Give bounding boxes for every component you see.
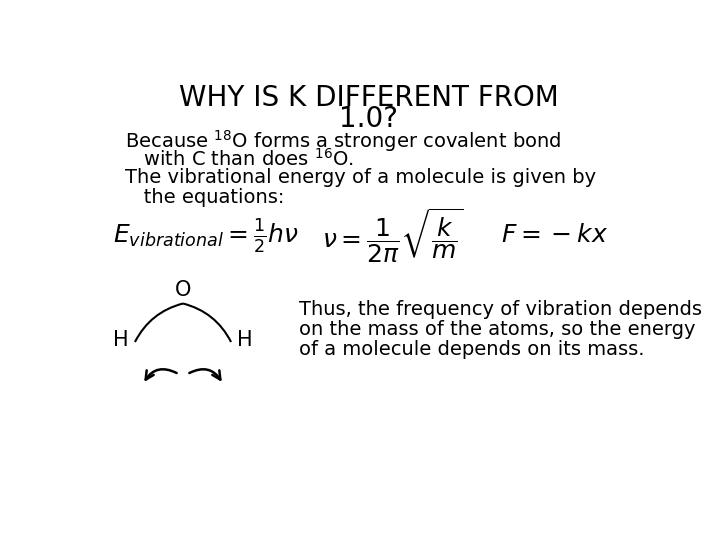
Text: 1.0?: 1.0? xyxy=(340,105,398,133)
Text: O: O xyxy=(175,280,192,300)
Text: on the mass of the atoms, so the energy: on the mass of the atoms, so the energy xyxy=(300,320,696,339)
Text: WHY IS K DIFFERENT FROM: WHY IS K DIFFERENT FROM xyxy=(179,84,559,112)
Text: $\nu = \dfrac{1}{2\pi}\sqrt{\dfrac{k}{m}}$: $\nu = \dfrac{1}{2\pi}\sqrt{\dfrac{k}{m}… xyxy=(323,206,464,265)
Text: $F = -kx$: $F = -kx$ xyxy=(500,224,608,247)
Text: H: H xyxy=(113,330,129,350)
Text: H: H xyxy=(238,330,253,350)
Text: with C than does $^{16}$O.: with C than does $^{16}$O. xyxy=(125,148,354,170)
Text: Because $^{18}$O forms a stronger covalent bond: Because $^{18}$O forms a stronger covale… xyxy=(125,128,562,154)
Text: The vibrational energy of a molecule is given by: The vibrational energy of a molecule is … xyxy=(125,168,596,187)
Text: $E_{vibrational} = \mathit{\frac{1}{2}}h\nu$: $E_{vibrational} = \mathit{\frac{1}{2}}h… xyxy=(113,217,300,255)
Text: the equations:: the equations: xyxy=(125,188,284,207)
Text: Thus, the frequency of vibration depends: Thus, the frequency of vibration depends xyxy=(300,300,702,319)
Text: of a molecule depends on its mass.: of a molecule depends on its mass. xyxy=(300,340,644,359)
